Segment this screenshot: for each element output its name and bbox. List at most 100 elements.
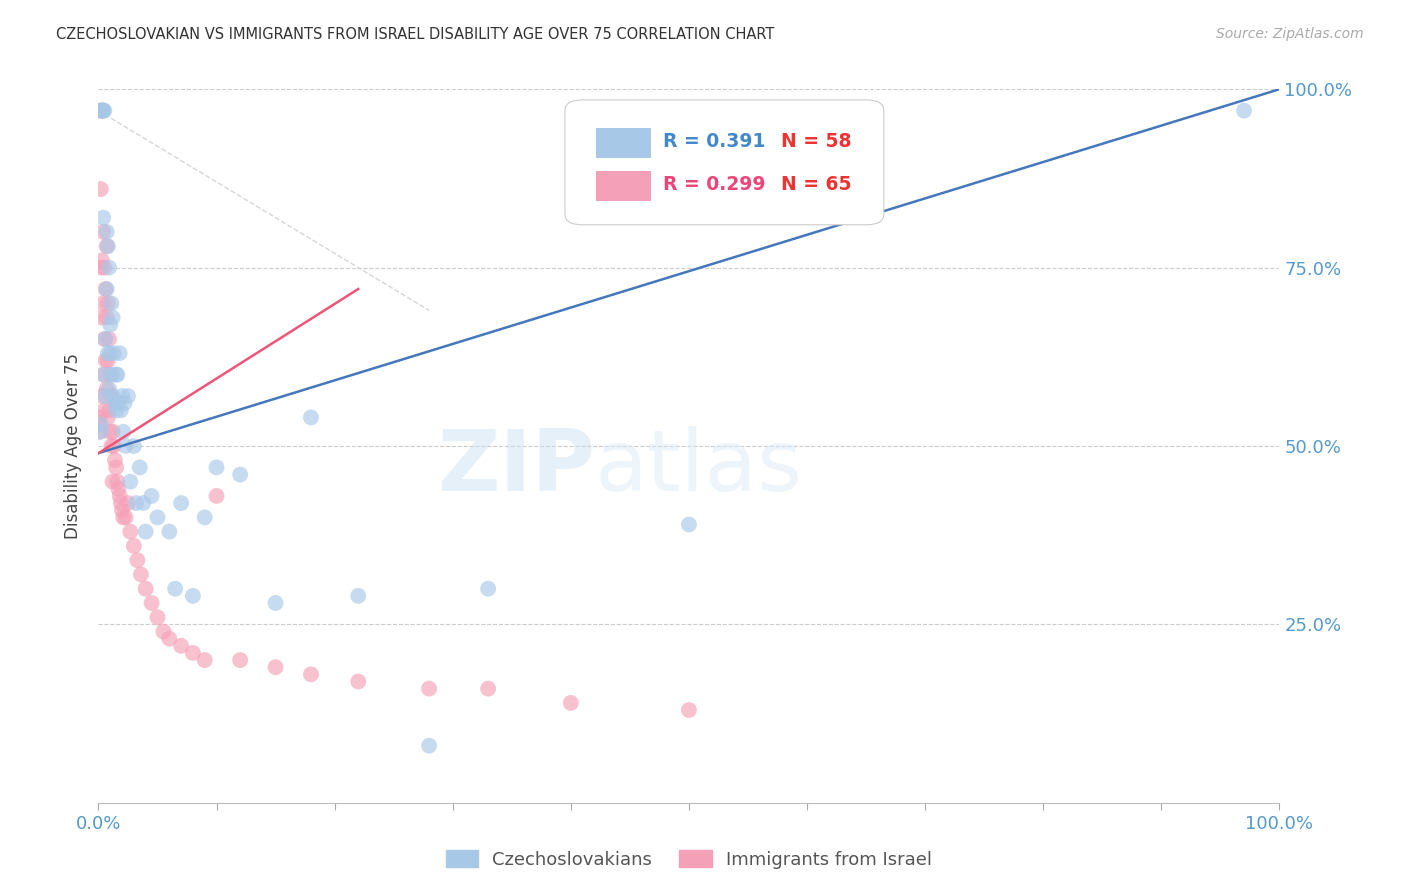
Point bbox=[93, 332, 115, 346]
Point bbox=[98, 403, 121, 417]
Point bbox=[347, 674, 370, 689]
Point bbox=[100, 439, 122, 453]
Point bbox=[108, 489, 131, 503]
Point bbox=[170, 496, 193, 510]
Point bbox=[90, 103, 112, 118]
Point bbox=[299, 410, 322, 425]
Point bbox=[96, 282, 118, 296]
Point bbox=[110, 403, 132, 417]
Point bbox=[418, 681, 440, 696]
Point bbox=[678, 703, 700, 717]
Point bbox=[141, 489, 163, 503]
Point bbox=[117, 389, 139, 403]
Point bbox=[170, 639, 193, 653]
Point bbox=[152, 624, 174, 639]
FancyBboxPatch shape bbox=[596, 128, 651, 158]
FancyBboxPatch shape bbox=[596, 170, 651, 201]
Point bbox=[91, 211, 114, 225]
Point bbox=[132, 496, 155, 510]
Point bbox=[122, 539, 145, 553]
Point bbox=[104, 396, 127, 410]
Point bbox=[91, 103, 114, 118]
Point bbox=[105, 403, 128, 417]
Text: N = 65: N = 65 bbox=[782, 175, 852, 194]
Point bbox=[181, 646, 204, 660]
Point bbox=[165, 582, 187, 596]
FancyBboxPatch shape bbox=[565, 100, 884, 225]
Y-axis label: Disability Age Over 75: Disability Age Over 75 bbox=[65, 353, 83, 539]
Point bbox=[101, 310, 124, 325]
Point bbox=[112, 396, 135, 410]
Point bbox=[141, 596, 163, 610]
Point bbox=[91, 310, 114, 325]
Point bbox=[90, 182, 112, 196]
Point bbox=[101, 389, 124, 403]
Point bbox=[114, 439, 136, 453]
Point bbox=[98, 346, 121, 360]
Point bbox=[98, 332, 121, 346]
Point bbox=[105, 368, 128, 382]
Text: R = 0.391: R = 0.391 bbox=[664, 132, 765, 151]
Point bbox=[94, 353, 117, 368]
Point bbox=[112, 510, 135, 524]
Point bbox=[89, 417, 111, 432]
Point bbox=[135, 582, 157, 596]
Point bbox=[100, 389, 122, 403]
Point bbox=[98, 425, 121, 439]
Point bbox=[107, 396, 129, 410]
Point bbox=[97, 410, 120, 425]
Point bbox=[129, 567, 152, 582]
Point bbox=[157, 632, 180, 646]
Point bbox=[91, 225, 114, 239]
Point bbox=[347, 589, 370, 603]
Point bbox=[94, 332, 117, 346]
Point bbox=[117, 496, 139, 510]
Point bbox=[97, 296, 120, 310]
Point bbox=[1233, 103, 1256, 118]
Point bbox=[91, 103, 114, 118]
Point bbox=[90, 103, 112, 118]
Point bbox=[146, 610, 169, 624]
Point bbox=[128, 460, 150, 475]
Point bbox=[97, 346, 120, 360]
Point bbox=[157, 524, 180, 539]
Point bbox=[120, 524, 142, 539]
Point bbox=[104, 453, 127, 467]
Point bbox=[110, 496, 132, 510]
Point bbox=[418, 739, 440, 753]
Text: N = 58: N = 58 bbox=[782, 132, 852, 151]
Point bbox=[93, 403, 115, 417]
Point bbox=[146, 510, 169, 524]
Point bbox=[100, 368, 122, 382]
Point bbox=[114, 510, 136, 524]
Point bbox=[105, 368, 128, 382]
Point bbox=[229, 653, 252, 667]
Point bbox=[105, 460, 128, 475]
Point bbox=[678, 517, 700, 532]
Point bbox=[91, 103, 114, 118]
Point bbox=[97, 353, 120, 368]
Point bbox=[477, 681, 499, 696]
Point bbox=[127, 553, 149, 567]
Text: atlas: atlas bbox=[595, 425, 803, 509]
Point bbox=[122, 439, 145, 453]
Point bbox=[98, 368, 121, 382]
Point bbox=[125, 496, 148, 510]
Point bbox=[96, 239, 118, 253]
Point bbox=[98, 260, 121, 275]
Point bbox=[93, 368, 115, 382]
Point bbox=[103, 346, 125, 360]
Point bbox=[205, 489, 228, 503]
Text: ZIP: ZIP bbox=[437, 425, 595, 509]
Point bbox=[96, 310, 118, 325]
Point bbox=[120, 475, 142, 489]
Point bbox=[105, 475, 128, 489]
Point bbox=[91, 296, 114, 310]
Point bbox=[93, 103, 115, 118]
Point bbox=[299, 667, 322, 681]
Point bbox=[91, 103, 114, 118]
Text: Source: ZipAtlas.com: Source: ZipAtlas.com bbox=[1216, 27, 1364, 41]
Point bbox=[96, 225, 118, 239]
Text: R = 0.299: R = 0.299 bbox=[664, 175, 765, 194]
Point bbox=[91, 389, 114, 403]
